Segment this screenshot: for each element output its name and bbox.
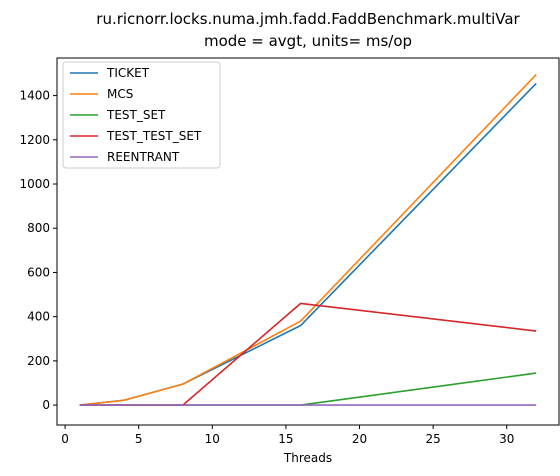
y-tick-label: 600: [27, 265, 50, 279]
legend-label: TEST_SET: [106, 108, 166, 122]
x-tick-label: 10: [205, 432, 220, 446]
x-tick-label: 20: [352, 432, 367, 446]
legend: TICKET MCS TEST_SET TEST_TEST_SET REENTRANT: [62, 61, 221, 169]
x-axis-label: Threads: [283, 451, 332, 465]
x-tick-label: 15: [278, 432, 293, 446]
y-axis: 0 200 400 600 800 1000 1200 1400: [19, 89, 57, 412]
y-tick-label: 1200: [19, 133, 50, 147]
y-tick-label: 400: [27, 310, 50, 324]
y-tick-label: 1000: [19, 177, 50, 191]
y-tick-label: 0: [42, 398, 50, 412]
plot-lines: [79, 74, 537, 406]
legend-label: TEST_TEST_SET: [106, 129, 202, 143]
series-line-mcs: [79, 74, 537, 406]
y-tick-label: 200: [27, 354, 50, 368]
x-tick-label: 30: [499, 432, 514, 446]
chart-title: ru.ricnorr.locks.numa.jmh.fadd.FaddBench…: [96, 10, 520, 28]
y-tick-label: 1400: [19, 89, 50, 103]
legend-box: [62, 61, 221, 169]
legend-label: REENTRANT: [107, 150, 180, 164]
legend-label: TICKET: [106, 66, 150, 80]
x-tick-label: 5: [135, 432, 143, 446]
x-axis: 0 5 10 15 20 25 30: [61, 425, 514, 446]
y-tick-label: 800: [27, 221, 50, 235]
chart-subtitle: mode = avgt, units= ms/op: [204, 32, 412, 50]
x-tick-label: 25: [425, 432, 440, 446]
legend-label: MCS: [107, 87, 133, 101]
plot-area-frame: [56, 57, 560, 426]
x-tick-label: 0: [61, 432, 69, 446]
series-line-test-set: [79, 372, 537, 406]
